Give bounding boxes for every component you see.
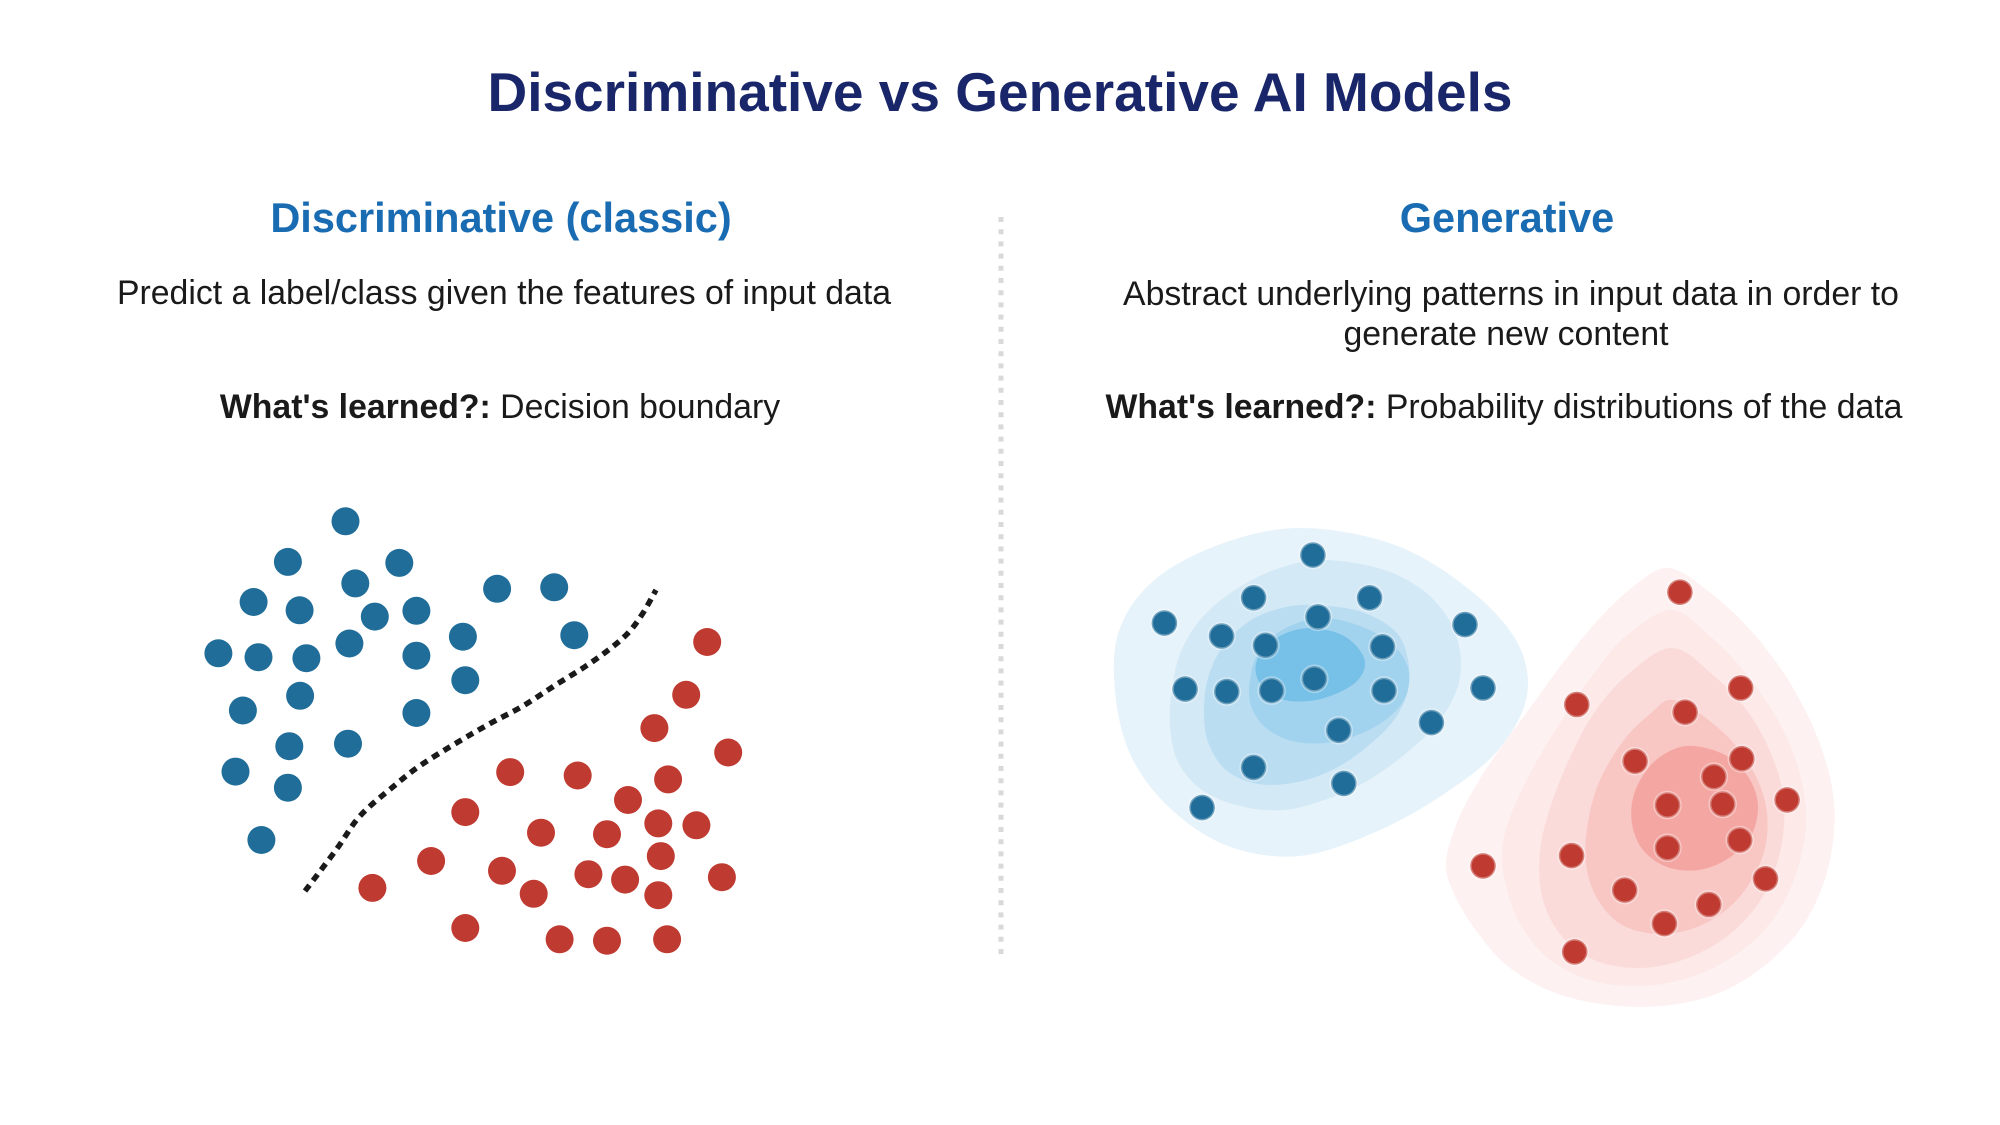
svg-text:What's learned?: Probability d: What's learned?: Probability distributio… [1106, 388, 1903, 426]
svg-text:Discriminative vs Generative A: Discriminative vs Generative AI Models [487, 61, 1512, 123]
svg-text:Abstract underlying patterns i: Abstract underlying patterns in input da… [1123, 275, 1899, 313]
svg-text:generate new content: generate new content [1343, 315, 1669, 353]
svg-text:What's learned?: Decision boun: What's learned?: Decision boundary [220, 388, 780, 426]
svg-text:Generative: Generative [1400, 194, 1615, 241]
svg-text:Predict a label/class given th: Predict a label/class given the features… [117, 274, 891, 312]
svg-text:Discriminative (classic): Discriminative (classic) [270, 194, 731, 241]
